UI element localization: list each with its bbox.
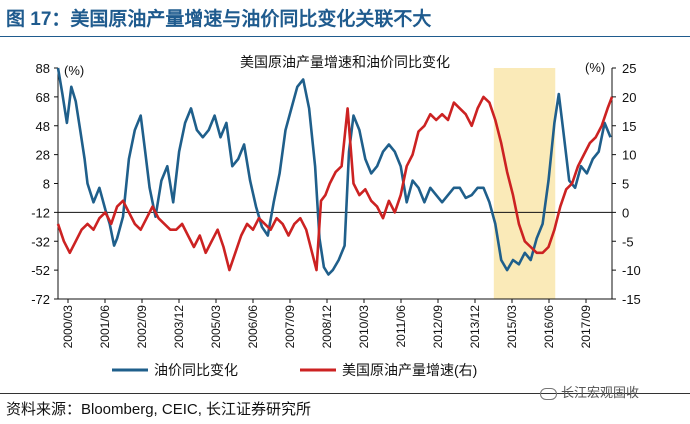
chart: 美国原油产量增速和油价同比变化 (%) (%) 88 68 48 28 8 -12 -32 -… (31, 54, 641, 378)
right-axis-tick-label: 10 (622, 148, 636, 163)
x-axis-tick-label: 2007/09 (283, 305, 297, 349)
x-axis-tick-label: 2002/09 (135, 305, 149, 349)
left-axis-tick-label: 48 (36, 119, 50, 134)
x-axis-tick-label: 2008/12 (320, 305, 334, 349)
left-axis-tick-label: 68 (36, 90, 50, 105)
highlight-band (493, 68, 556, 299)
figure-title: 图 17：美国原油产量增速与油价同比变化关联不大 (6, 9, 432, 30)
x-axis-tick-label: 2001/06 (98, 305, 112, 349)
source-note: 资料来源：Bloomberg, CEIC, 长江证券研究所 (6, 401, 312, 418)
watermark-text: 长江宏观固收 (561, 385, 640, 400)
right-axis-unit: (%) (585, 60, 605, 75)
us-crude-output-growth-line (56, 95, 614, 272)
x-axis-tick-label: 2000/03 (61, 305, 75, 349)
wechat-icon (540, 387, 557, 400)
right-axis-tick-label: 0 (622, 205, 629, 220)
right-axis-tick-label: 25 (622, 61, 636, 76)
x-axis-tick-label: 2015/03 (505, 305, 519, 349)
title-divider (0, 36, 690, 37)
left-axis-tick-label: 8 (43, 177, 50, 192)
left-axis-tick-label: -12 (31, 205, 50, 220)
x-axis-tick-label: 2017/09 (579, 305, 593, 349)
left-axis-unit: (%) (64, 63, 84, 78)
left-axis-tick-label: 88 (36, 61, 50, 76)
left-axis-tick-label: -72 (31, 292, 50, 307)
left-axis-tick-label: -32 (31, 234, 50, 249)
right-axis-tick-label: -15 (622, 292, 641, 307)
chart-title: 美国原油产量增速和油价同比变化 (240, 54, 450, 70)
source-divider (0, 393, 690, 394)
legend-oil-price-label: 油价同比变化 (154, 362, 238, 378)
legend-us-output-label: 美国原油产量增速(右) (342, 362, 477, 378)
x-axis-tick-label: 2016/06 (542, 305, 556, 349)
x-axis-tick-label: 2011/06 (394, 305, 408, 348)
right-axis-tick-label: 5 (622, 177, 629, 192)
oil-price-yoy-line (56, 67, 612, 276)
right-axis-tick-label: 20 (622, 90, 636, 105)
x-axis-tick-label: 2012/09 (431, 305, 445, 349)
right-axis-tick-label: -5 (622, 234, 634, 249)
right-axis-tick-label: -10 (622, 263, 641, 278)
x-axis-tick-label: 2005/03 (209, 305, 223, 349)
left-axis-tick-label: -52 (31, 263, 50, 278)
x-axis-tick-label: 2010/03 (357, 305, 371, 349)
x-axis-tick-label: 2013/12 (468, 305, 482, 349)
left-axis-tick-label: 28 (36, 148, 50, 163)
x-axis-tick-label: 2003/12 (172, 305, 186, 349)
x-axis-tick-label: 2006/06 (246, 305, 260, 349)
right-axis-tick-label: 15 (622, 119, 636, 134)
watermark: 长江宏观固收 (540, 382, 639, 401)
